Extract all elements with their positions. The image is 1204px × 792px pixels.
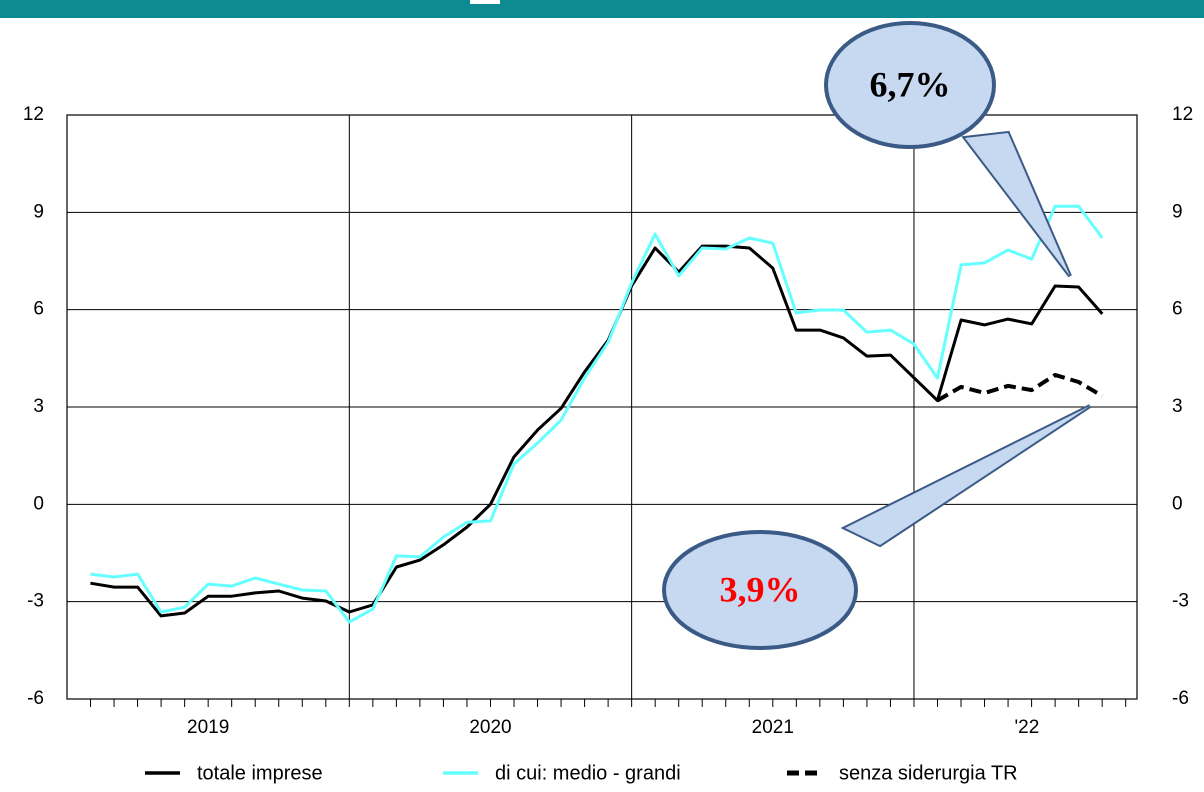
x-tick-label: '22 [1015,717,1040,738]
legend-label: totale imprese [197,762,323,784]
y2-tick-label: 6 [1172,299,1183,320]
y2-tick-label: 12 [1172,104,1193,125]
callout-label: 6,7% [870,64,951,104]
y-tick-label: 3 [33,396,44,417]
callout-bubble [824,21,996,149]
top-bar-notch [470,0,500,4]
callout-label: 3,9% [720,569,801,609]
y2-tick-label: 3 [1172,396,1183,417]
x-tick-label: 2019 [187,717,229,738]
y-tick-label: 12 [23,104,44,125]
y-tick-label: 6 [33,299,44,320]
callout-bubble [662,530,858,650]
y2-tick-label: 0 [1172,493,1183,514]
callout: 3,9% [662,404,1092,650]
callout-tail-cover [965,133,1070,276]
y-tick-label: 0 [33,493,44,514]
top-bar [0,0,1204,18]
x-tick-label: 2020 [469,717,511,738]
callout: 6,7% [824,21,1072,278]
series-line [90,204,1104,624]
y2-tick-label: -6 [1172,688,1189,709]
callout-tail-cover [845,406,1090,545]
y2-tick-label: 9 [1172,201,1183,222]
y-tick-label: -6 [27,688,44,709]
x-tick-label: 2021 [752,717,794,738]
legend-label: di cui: medio - grandi [495,762,681,784]
plot-frame [66,114,1138,700]
series-line [90,244,1104,618]
y-tick-label: 9 [33,201,44,222]
y2-tick-label: -3 [1172,591,1189,612]
legend-label: senza siderurgia TR [839,762,1018,784]
series-line [936,372,1104,403]
y-tick-label: -3 [27,591,44,612]
